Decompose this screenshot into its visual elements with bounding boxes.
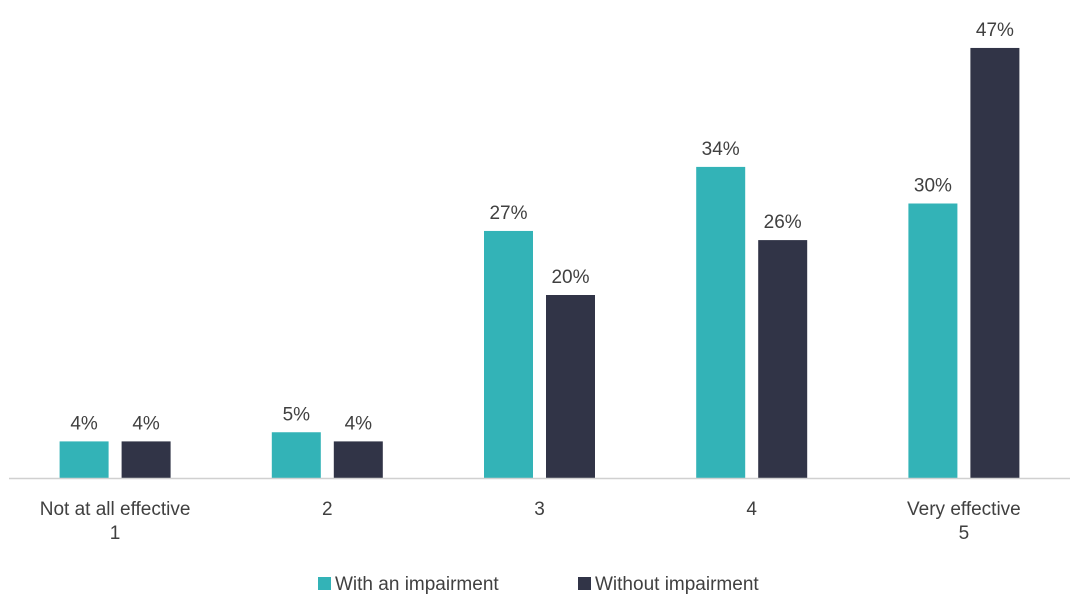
bar-without-impairment-0 (121, 441, 171, 478)
data-label: 4% (132, 413, 160, 434)
bar-with-impairment-4 (908, 203, 958, 478)
data-label: 4% (345, 413, 373, 434)
bar-with-impairment-3 (696, 166, 746, 478)
x-tick-label: 3 (534, 499, 545, 520)
data-label: 5% (283, 404, 311, 425)
bar-without-impairment-2 (546, 295, 595, 478)
legend-swatch-without-impairment (578, 577, 591, 590)
bar-with-impairment-1 (271, 432, 321, 478)
bar-without-impairment-3 (758, 240, 808, 478)
x-tick-label: Not at all effective (40, 499, 191, 520)
bar-without-impairment-1 (333, 441, 383, 478)
legend-swatch-with-impairment (318, 577, 331, 590)
legend-label-with-impairment: With an impairment (335, 574, 499, 595)
bar-with-impairment-0 (59, 441, 109, 478)
data-labels-group: 4% 4% 5% 4% 27% 20% 34% 26% 30% 47% (70, 20, 1014, 434)
bar-with-impairment-2 (484, 230, 533, 478)
data-label: 4% (70, 413, 98, 434)
x-tick-label: 4 (746, 499, 757, 520)
legend: With an impairment Without impairment (318, 574, 759, 595)
legend-label-without-impairment: Without impairment (595, 574, 759, 595)
bar-without-impairment-4 (970, 47, 1020, 478)
data-label: 30% (914, 176, 952, 197)
data-label: 47% (976, 20, 1014, 41)
x-tick-label: 1 (110, 523, 121, 544)
data-label: 34% (702, 139, 740, 160)
x-tick-label: 2 (322, 499, 333, 520)
x-tick-labels-group: Not at all effective 1 2 3 4 Very effective 5 (40, 499, 1021, 544)
data-label: 27% (489, 203, 527, 224)
bars-group (59, 47, 1020, 478)
x-tick-label: Very effective (907, 499, 1021, 520)
x-tick-label: 5 (959, 523, 970, 544)
data-label: 20% (551, 267, 589, 288)
data-label: 26% (764, 212, 802, 233)
